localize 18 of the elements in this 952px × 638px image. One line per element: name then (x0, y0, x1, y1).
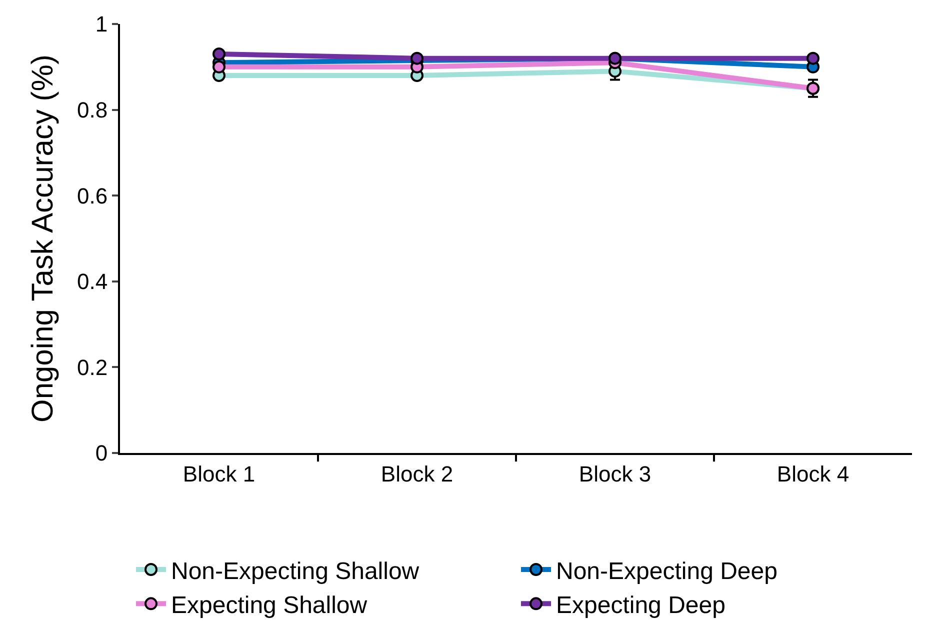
legend-label: Expecting Shallow (171, 592, 368, 620)
y-tick-label: 0.4 (77, 269, 108, 294)
x-tick-label: Block 4 (776, 461, 850, 486)
x-tick-label: Block 3 (578, 461, 652, 486)
point (806, 52, 820, 65)
y-tick-label: 0.6 (77, 183, 108, 208)
y-tick-label: 0 (95, 440, 108, 466)
point (212, 60, 226, 74)
y-tick-label: 0.8 (77, 98, 108, 122)
legend-label: Non-Expecting Deep (556, 558, 778, 585)
y-axis-title: Ongoing Task Accuracy (%) (26, 54, 60, 422)
legend-label: Expecting Deep (556, 592, 726, 620)
x-tick-label: Block 2 (380, 461, 454, 486)
x-tick-label: Block 1 (182, 461, 256, 486)
point (212, 48, 226, 61)
y-tick-label: 1 (95, 12, 108, 37)
y-tick-label: 0.2 (77, 354, 108, 380)
legend-label: Non-Expecting Shallow (171, 558, 420, 585)
